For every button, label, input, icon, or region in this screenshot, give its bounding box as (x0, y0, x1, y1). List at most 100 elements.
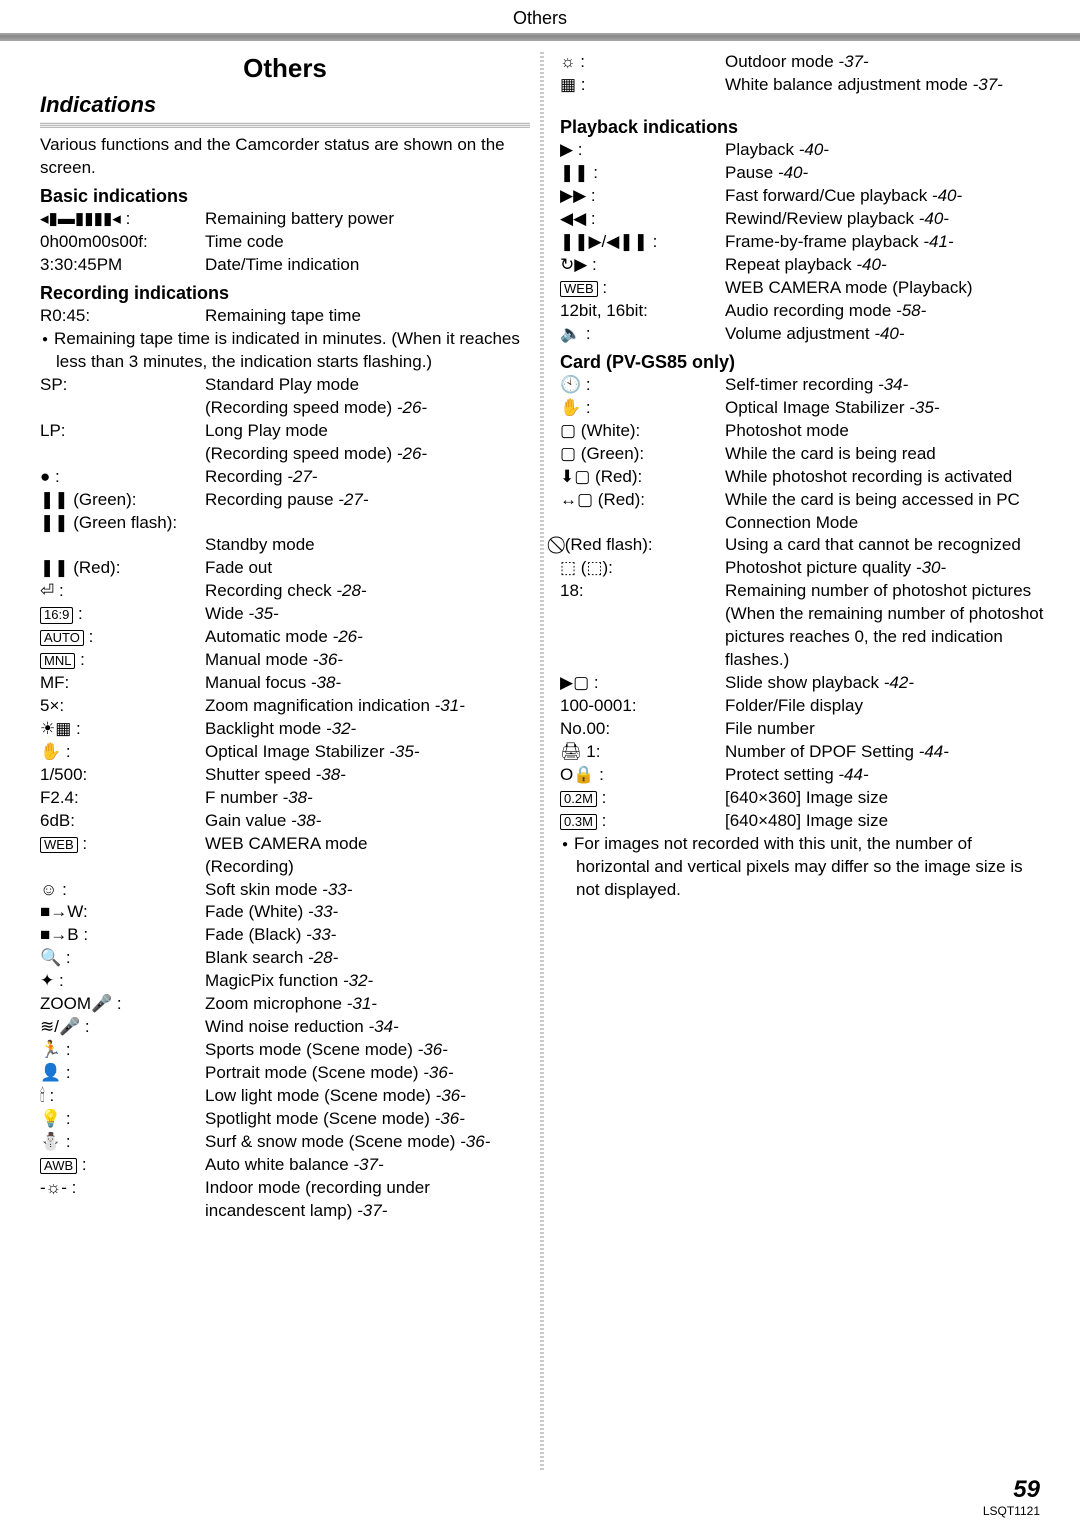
indicator-desc: Manual mode -36- (205, 649, 530, 672)
indicator-desc: MagicPix function -32- (205, 970, 530, 993)
recording-row: MF:Manual focus -38- (40, 672, 530, 695)
indicator-desc: Photoshot picture quality -30- (725, 557, 1050, 580)
righttop-row: ▦ :White balance adjustment mode -37- (560, 74, 1050, 97)
indicator-desc: Automatic mode -26- (205, 626, 530, 649)
indicator-desc: Long Play mode (205, 420, 530, 443)
indicator-label: ☀▦ : (40, 718, 205, 741)
indicator-desc: Portrait mode (Scene mode) -36- (205, 1062, 530, 1085)
recording-row: ✋ :Optical Image Stabilizer -35- (40, 741, 530, 764)
playback-row: ▶▶ :Fast forward/Cue playback -40- (560, 185, 1050, 208)
indicator-desc: Using a card that cannot be recognized (725, 534, 1050, 557)
indicator-label: ⏎ : (40, 580, 205, 603)
indicator-label: AWB : (40, 1154, 205, 1177)
indicator-label: ⃠ (Red flash): (560, 534, 725, 557)
indicator-label: ✋ : (560, 397, 725, 420)
indicator-desc: Protect setting -44- (725, 764, 1050, 787)
indicator-desc: Number of DPOF Setting -44- (725, 741, 1050, 764)
label-r045: R0:45: (40, 305, 205, 328)
basic-row: 0h00m00s00f:Time code (40, 231, 530, 254)
desc-r045: Remaining tape time (205, 305, 530, 328)
indicator-desc: File number (725, 718, 1050, 741)
recording-row: -☼- :Indoor mode (recording under incand… (40, 1177, 530, 1223)
indicator-desc: Outdoor mode -37- (725, 51, 1050, 74)
indicator-label: 12bit, 16bit: (560, 300, 725, 323)
recording-row: AUTO :Automatic mode -26- (40, 626, 530, 649)
recording-row: 👤 :Portrait mode (Scene mode) -36- (40, 1062, 530, 1085)
indicator-desc: While the card is being accessed in PC C… (725, 489, 1050, 535)
indicator-label: MF: (40, 672, 205, 695)
indicator-label: 0h00m00s00f: (40, 231, 205, 254)
section-title: Others (40, 51, 530, 86)
indicator-label: ❚❚▶/◀❚❚ : (560, 231, 725, 254)
indicator-label: WEB : (560, 277, 725, 300)
indicator-desc: WEB CAMERA mode (205, 833, 530, 856)
card-row: ✋ :Optical Image Stabilizer -35- (560, 397, 1050, 420)
indicator-desc: Optical Image Stabilizer -35- (205, 741, 530, 764)
playback-row: ▶ :Playback -40- (560, 139, 1050, 162)
sub-rule (40, 122, 530, 128)
card-row: ⬚ (⬚):Photoshot picture quality -30- (560, 557, 1050, 580)
indicator-label: ⬚ (⬚): (560, 557, 725, 580)
indicator-desc: Standard Play mode (205, 374, 530, 397)
indicator-desc-cont: Standby mode (205, 534, 530, 557)
indicator-label: ↔▢ (Red): (560, 489, 725, 535)
recording-row: ❚❚ (Red):Fade out (40, 557, 530, 580)
indicator-label: 100-0001: (560, 695, 725, 718)
playback-row: ↻▶ :Repeat playback -40- (560, 254, 1050, 277)
recording-row: ■→B :Fade (Black) -33- (40, 924, 530, 947)
basic-list: ◂▮▬▮▮▮▮◂ :Remaining battery power0h00m00… (40, 208, 530, 277)
indicator-desc: Blank search -28- (205, 947, 530, 970)
indicator-desc: Folder/File display (725, 695, 1050, 718)
card-row: ⬇▢ (Red):While photoshot recording is ac… (560, 466, 1050, 489)
indicator-label: ▶▢ : (560, 672, 725, 695)
recording-row-cont: (Recording speed mode) -26- (40, 397, 530, 420)
card-row: 100-0001:Folder/File display (560, 695, 1050, 718)
recording-row: ● :Recording -27- (40, 466, 530, 489)
indicator-label: ▢ (White): (560, 420, 725, 443)
recording-row: ≋/🎤 :Wind noise reduction -34- (40, 1016, 530, 1039)
playback-row: ❚❚▶/◀❚❚ :Frame-by-frame playback -41- (560, 231, 1050, 254)
playback-row: ◀◀ :Rewind/Review playback -40- (560, 208, 1050, 231)
indicator-desc (205, 512, 530, 535)
indicator-label: 0.2M : (560, 787, 725, 810)
card-row: ▢ (White):Photoshot mode (560, 420, 1050, 443)
recording-row: ☺ :Soft skin mode -33- (40, 879, 530, 902)
indicator-desc: Wind noise reduction -34- (205, 1016, 530, 1039)
recording-row: 🕯 :Low light mode (Scene mode) -36- (40, 1085, 530, 1108)
indicator-desc: Slide show playback -42- (725, 672, 1050, 695)
indicator-desc: White balance adjustment mode -37- (725, 74, 1050, 97)
indicator-label: 🕯 : (40, 1085, 205, 1108)
page-number: 59 (983, 1476, 1040, 1504)
indicator-label: 18: (560, 580, 725, 672)
indicator-label: AUTO : (40, 626, 205, 649)
indicator-desc: While the card is being read (725, 443, 1050, 466)
indicator-label: ☺ : (40, 879, 205, 902)
indicator-label: 👤 : (40, 1062, 205, 1085)
recording-row: WEB :WEB CAMERA mode (40, 833, 530, 856)
recording-row: 🏃 :Sports mode (Scene mode) -36- (40, 1039, 530, 1062)
indicator-desc: Pause -40- (725, 162, 1050, 185)
indicator-desc: Frame-by-frame playback -41- (725, 231, 1050, 254)
indicator-desc: Backlight mode -32- (205, 718, 530, 741)
indicator-desc: Wide -35- (205, 603, 530, 626)
indicator-label: ▦ : (560, 74, 725, 97)
card-heading: Card (PV-GS85 only) (560, 350, 1050, 374)
recording-row: 5×:Zoom magnification indication -31- (40, 695, 530, 718)
indicator-label: ✋ : (40, 741, 205, 764)
indicator-label: 16:9 : (40, 603, 205, 626)
indicator-label: ◀◀ : (560, 208, 725, 231)
indicator-label: 🕙 : (560, 374, 725, 397)
indicator-desc: Auto white balance -37- (205, 1154, 530, 1177)
right-top-list: ☼ :Outdoor mode -37-▦ :White balance adj… (560, 51, 1050, 97)
basic-row: 3:30:45PMDate/Time indication (40, 254, 530, 277)
recording-row-cont: (Recording speed mode) -26- (40, 443, 530, 466)
right-column: ☼ :Outdoor mode -37-▦ :White balance adj… (560, 51, 1050, 1223)
card-row: ▶▢ :Slide show playback -42- (560, 672, 1050, 695)
indicator-label: ❚❚ : (560, 162, 725, 185)
recording-row: 6dB:Gain value -38- (40, 810, 530, 833)
card-row: ↔▢ (Red):While the card is being accesse… (560, 489, 1050, 535)
indicator-label: 🖨 1: (560, 741, 725, 764)
footer: 59 LSQT1121 (983, 1476, 1040, 1518)
page-header: Others (0, 0, 1080, 33)
indicator-label: ❚❚ (Green flash): (40, 512, 205, 535)
